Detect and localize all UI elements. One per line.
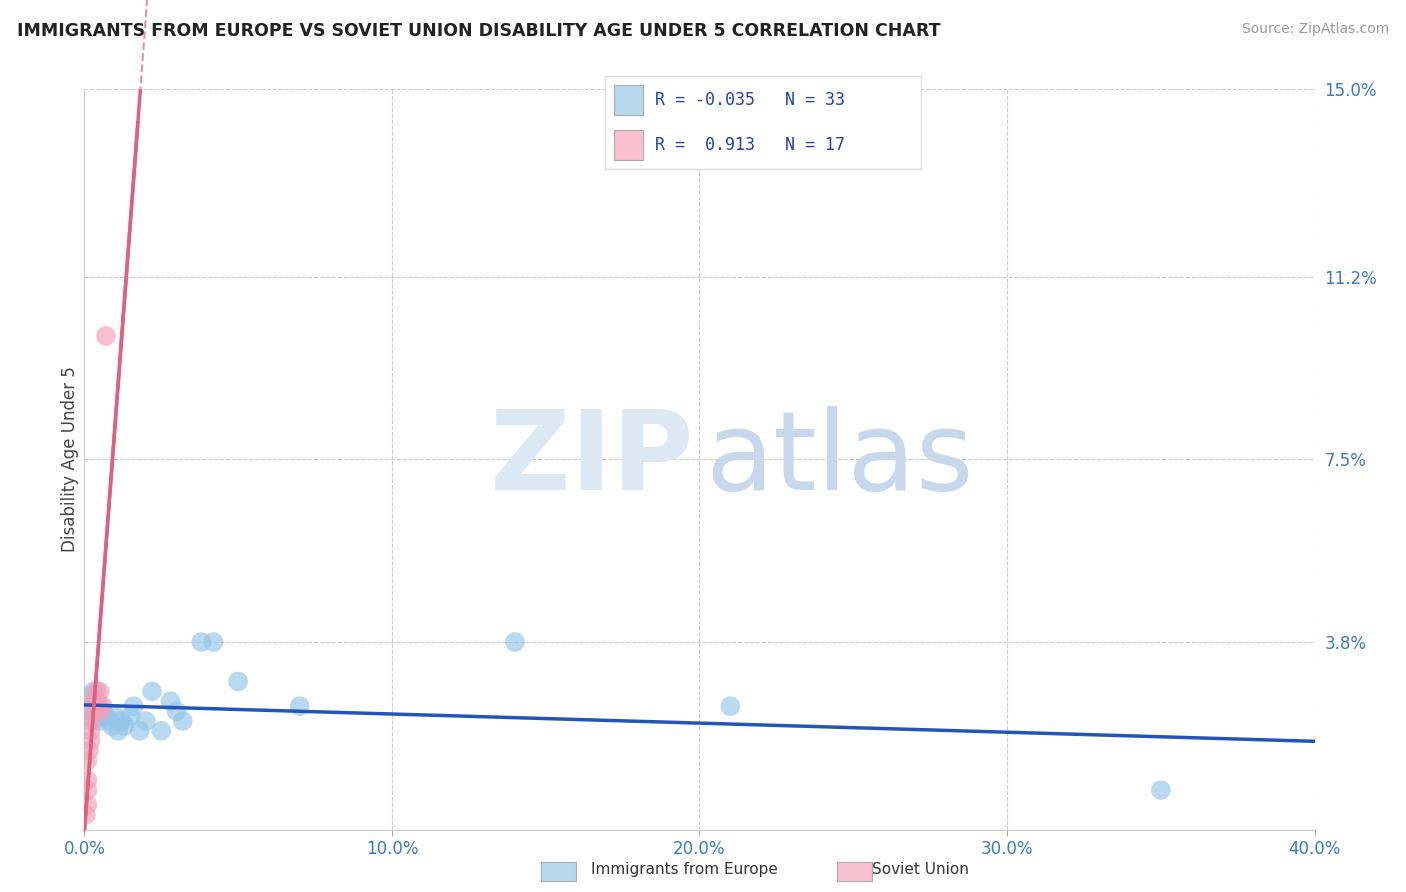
Point — [288, 699, 311, 714]
Point — [94, 709, 117, 723]
Point — [190, 635, 212, 649]
Point — [76, 754, 98, 768]
Point — [718, 699, 741, 714]
Point — [89, 684, 111, 698]
Text: ZIP: ZIP — [489, 406, 693, 513]
Point — [128, 723, 150, 738]
Point — [76, 797, 98, 812]
Point — [83, 694, 105, 708]
Point — [76, 783, 98, 797]
Point — [166, 704, 188, 718]
Point — [98, 714, 120, 728]
Point — [86, 684, 108, 698]
Point — [79, 699, 101, 714]
Text: IMMIGRANTS FROM EUROPE VS SOVIET UNION DISABILITY AGE UNDER 5 CORRELATION CHART: IMMIGRANTS FROM EUROPE VS SOVIET UNION D… — [17, 22, 941, 40]
Point — [112, 719, 135, 733]
Point — [83, 704, 105, 718]
Text: Immigrants from Europe: Immigrants from Europe — [591, 863, 778, 877]
Text: R =  0.913   N = 17: R = 0.913 N = 17 — [655, 136, 845, 154]
Point — [107, 723, 129, 738]
Point — [91, 699, 114, 714]
Point — [77, 743, 100, 757]
Point — [89, 704, 111, 718]
Point — [86, 694, 108, 708]
Point — [159, 694, 181, 708]
FancyBboxPatch shape — [614, 85, 643, 115]
Point — [104, 709, 127, 723]
Point — [503, 635, 526, 649]
Point — [226, 674, 249, 689]
Point — [141, 684, 163, 698]
Point — [79, 714, 101, 728]
Point — [91, 704, 114, 718]
Point — [150, 723, 173, 738]
Point — [83, 714, 105, 728]
Point — [1150, 783, 1173, 797]
Point — [101, 719, 124, 733]
Y-axis label: Disability Age Under 5: Disability Age Under 5 — [62, 367, 80, 552]
Point — [122, 699, 145, 714]
Point — [120, 709, 142, 723]
Point — [110, 714, 132, 728]
Point — [172, 714, 194, 728]
Point — [86, 694, 108, 708]
Point — [79, 723, 101, 738]
Point — [94, 329, 117, 343]
Text: Soviet Union: Soviet Union — [872, 863, 969, 877]
Text: Source: ZipAtlas.com: Source: ZipAtlas.com — [1241, 22, 1389, 37]
Point — [75, 807, 97, 822]
Point — [89, 714, 111, 728]
Point — [89, 699, 111, 714]
Point — [135, 714, 157, 728]
Point — [76, 773, 98, 788]
Text: atlas: atlas — [706, 406, 974, 513]
Text: R = -0.035   N = 33: R = -0.035 N = 33 — [655, 91, 845, 109]
FancyBboxPatch shape — [614, 130, 643, 160]
Point — [202, 635, 225, 649]
Point — [86, 704, 108, 718]
Point — [79, 690, 101, 704]
Point — [76, 704, 98, 718]
Point — [79, 733, 101, 747]
Point — [83, 684, 105, 698]
